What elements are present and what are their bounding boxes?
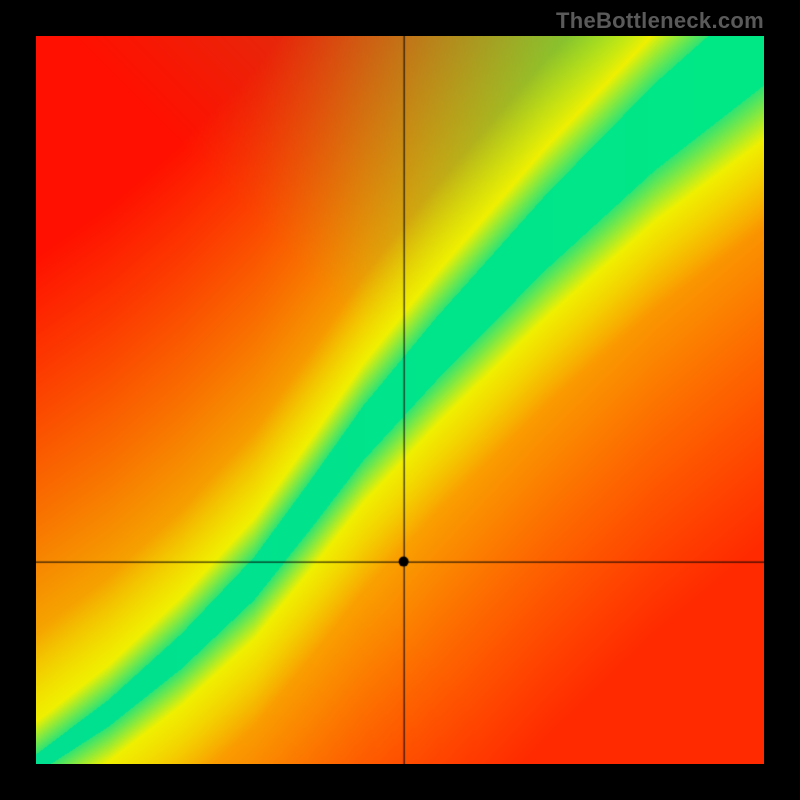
heatmap-canvas <box>36 36 764 764</box>
bottleneck-heatmap <box>36 36 764 764</box>
watermark-text: TheBottleneck.com <box>556 8 764 34</box>
